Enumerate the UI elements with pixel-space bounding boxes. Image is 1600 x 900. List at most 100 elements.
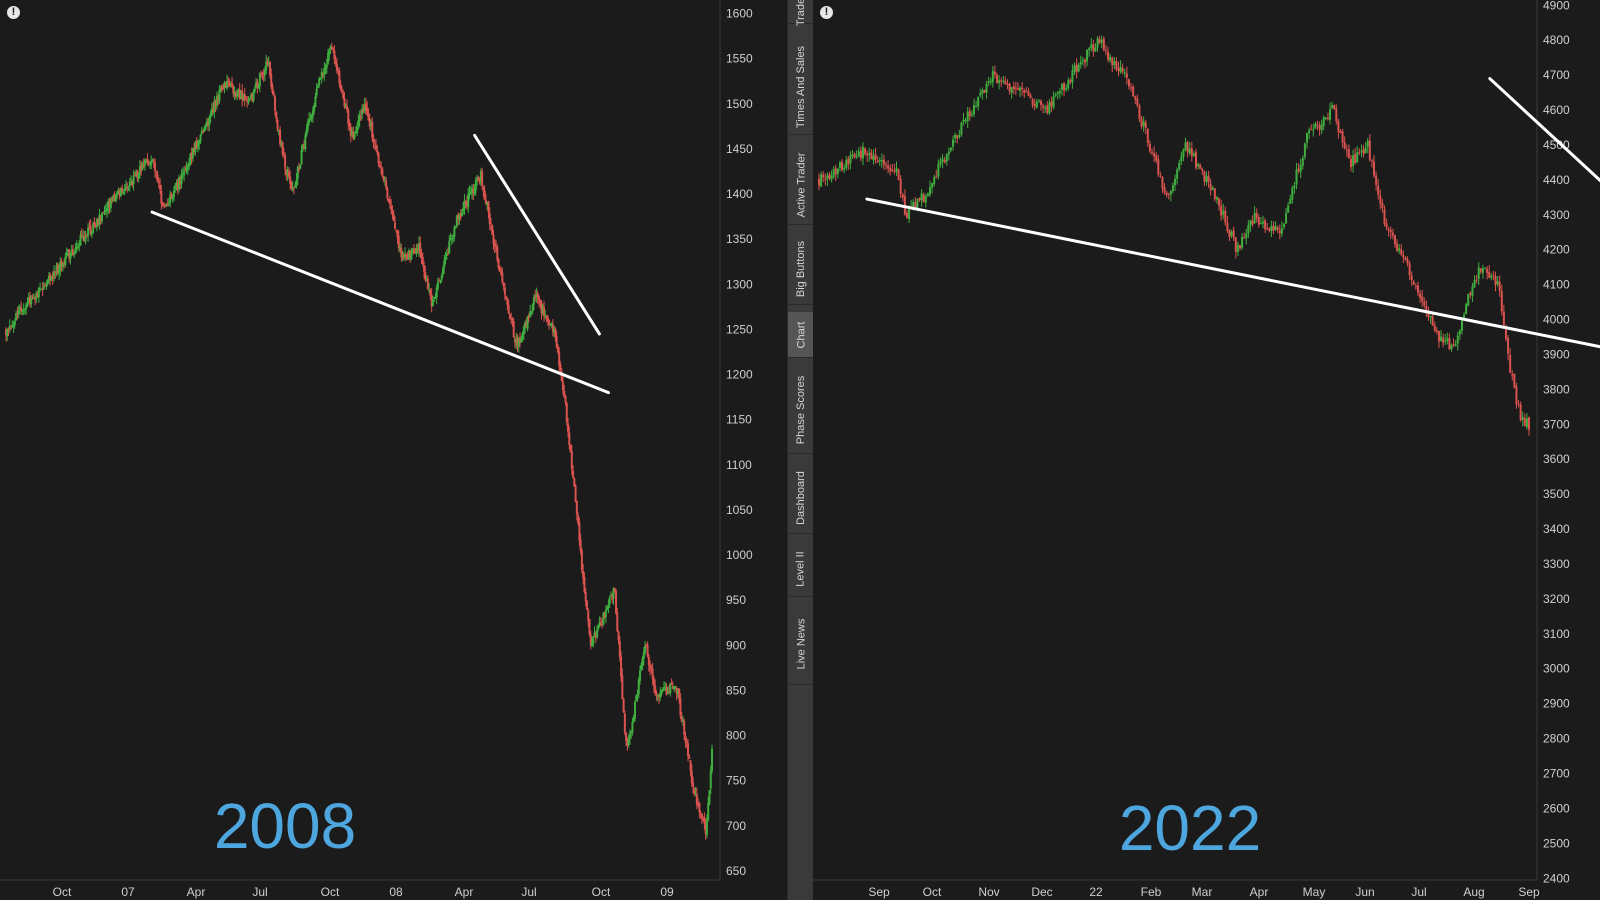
- candle-body: [1201, 169, 1204, 171]
- candle-body: [702, 818, 705, 820]
- candle-body: [73, 252, 76, 255]
- candle-body: [121, 187, 124, 192]
- candle-body: [1194, 152, 1197, 168]
- candle-body: [281, 142, 284, 155]
- candle-body: [1528, 417, 1530, 430]
- y-tick-label: 1400: [726, 187, 753, 201]
- candle-body: [522, 327, 525, 335]
- candle-body: [1262, 221, 1265, 224]
- candle-body: [1146, 128, 1149, 144]
- candle-body: [1400, 249, 1403, 255]
- plot-area[interactable]: [813, 0, 1537, 880]
- candle-body: [598, 622, 601, 626]
- candle-body: [421, 256, 424, 265]
- x-tick-label: Oct: [53, 885, 72, 899]
- candle-body: [37, 287, 40, 298]
- y-tick-label: 4800: [1543, 33, 1570, 47]
- side-tab-chart[interactable]: Chart: [788, 312, 814, 358]
- side-tab-phase-scores[interactable]: Phase Scores: [788, 367, 814, 454]
- candle-body: [313, 105, 316, 112]
- candle-body: [111, 198, 114, 201]
- side-tab-active-trader[interactable]: Active Trader: [788, 145, 814, 225]
- candle-body: [1071, 70, 1074, 83]
- side-tab-live-news[interactable]: Live News: [788, 603, 814, 685]
- side-tab-label: Active Trader: [795, 152, 807, 217]
- price-chart-2008[interactable]: 650 700 750 800 850 900 950 1000 1050 1100 1150 120…: [0, 0, 787, 900]
- candle-body: [17, 310, 20, 314]
- candle-body: [565, 402, 568, 423]
- candle-body: [1222, 210, 1225, 215]
- candle-body: [1345, 149, 1348, 151]
- candle-body: [669, 683, 672, 694]
- side-tab-trade[interactable]: Trade: [788, 0, 814, 26]
- candle-body: [347, 109, 350, 124]
- candle-body: [692, 782, 695, 788]
- candle-body: [941, 158, 944, 162]
- candle-body: [549, 324, 552, 326]
- candle-body: [495, 245, 498, 247]
- candle-body: [695, 794, 698, 805]
- candle-body: [556, 346, 559, 353]
- candle-body: [1391, 232, 1394, 236]
- price-chart-2022[interactable]: 2400 2500 2600 2700 2800 2900 3000 3100 3200 3300…: [813, 0, 1600, 900]
- candle-body: [220, 86, 223, 90]
- candle-body: [506, 298, 509, 305]
- candle-body: [397, 236, 400, 249]
- candle-body: [589, 634, 592, 646]
- candle-body: [621, 675, 624, 699]
- candle-body: [1299, 165, 1302, 173]
- candle-body: [1381, 203, 1384, 209]
- trendline[interactable]: [865, 197, 1600, 382]
- candle-body: [845, 160, 848, 169]
- y-tick-label: 950: [726, 593, 746, 607]
- candle-body: [122, 192, 125, 194]
- candle-body: [1010, 87, 1013, 93]
- candle-body: [335, 63, 338, 71]
- side-tab-big-buttons[interactable]: Big Buttons: [788, 233, 814, 305]
- candle-body: [1398, 248, 1401, 251]
- candle-body: [79, 235, 82, 246]
- chart-panel-2008[interactable]: 650 700 750 800 850 900 950 1000 1050 1100 1150 120…: [0, 0, 787, 900]
- side-tab-dashboard[interactable]: Dashboard: [788, 462, 814, 534]
- candle-body: [87, 227, 90, 236]
- chart-svg-2008[interactable]: 650 700 750 800 850 900 950 1000 1050 1100 1150 120…: [0, 0, 787, 900]
- candle-body: [308, 119, 311, 123]
- candle-body: [430, 294, 433, 307]
- side-tab-times-and-sales[interactable]: Times And Sales: [788, 40, 814, 135]
- plot-area[interactable]: [0, 0, 720, 880]
- candle-body: [472, 189, 475, 194]
- candle-body: [1435, 330, 1438, 332]
- candle-body: [673, 685, 676, 689]
- candle-body: [539, 299, 542, 304]
- candle-body: [515, 338, 518, 344]
- candle-body: [99, 216, 102, 221]
- candle-body: [683, 720, 686, 735]
- y-tick-label: 1450: [726, 142, 753, 156]
- candle-body: [41, 288, 44, 290]
- candle-body: [681, 720, 684, 722]
- candle-body: [1525, 418, 1528, 428]
- exclamation-circle-icon[interactable]: !: [7, 6, 20, 19]
- trendline[interactable]: [150, 210, 611, 395]
- side-tab-level-ii[interactable]: Level II: [788, 542, 814, 597]
- candle-body: [849, 155, 852, 164]
- trendline[interactable]: [473, 133, 601, 336]
- candle-body: [689, 760, 692, 771]
- candle-body: [843, 167, 846, 170]
- candle-body: [460, 212, 463, 217]
- candle-body: [554, 328, 557, 337]
- candle-body: [520, 338, 523, 343]
- trendline[interactable]: [1488, 77, 1600, 344]
- candle-body: [1079, 61, 1082, 65]
- chart-svg-2022[interactable]: 2400 2500 2600 2700 2800 2900 3000 3100 3200 3300…: [813, 0, 1600, 900]
- candle-body: [1339, 130, 1342, 133]
- candle-body: [100, 213, 103, 222]
- y-tick-label: 4200: [1543, 243, 1570, 257]
- exclamation-circle-icon[interactable]: !: [820, 6, 833, 19]
- year-overlay-label: 2008: [214, 790, 356, 862]
- candle-body: [1163, 187, 1166, 193]
- chart-panel-2022[interactable]: 2400 2500 2600 2700 2800 2900 3000 3100 3200 3300…: [813, 0, 1600, 900]
- candle-body: [265, 61, 268, 71]
- candle-body: [204, 126, 207, 130]
- candle-body: [532, 297, 535, 305]
